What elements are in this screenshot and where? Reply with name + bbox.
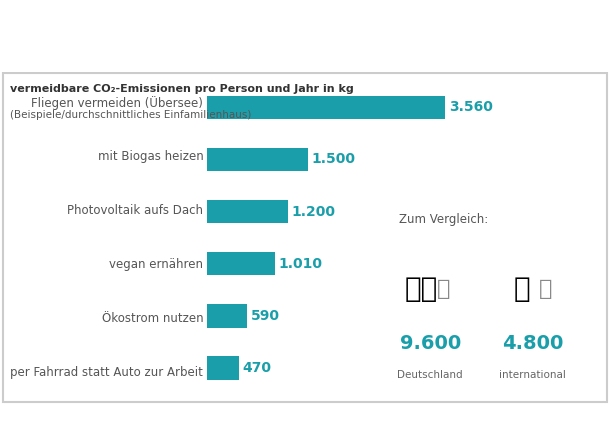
- Text: 470: 470: [243, 361, 272, 375]
- Text: international: international: [499, 370, 566, 380]
- Text: 🇩🇪: 🇩🇪: [404, 275, 438, 303]
- Bar: [207, 304, 247, 328]
- Text: vermeiden können: vermeiden können: [314, 26, 547, 46]
- Text: vermeidbare CO₂-Emissionen pro Person und Jahr in kg: vermeidbare CO₂-Emissionen pro Person un…: [10, 84, 354, 94]
- Text: Deutschland: Deutschland: [398, 370, 463, 380]
- Text: Wie Hauseigentümer am meisten CO: Wie Hauseigentümer am meisten CO: [0, 26, 305, 46]
- Text: 1.500: 1.500: [312, 152, 356, 166]
- Bar: [207, 95, 445, 119]
- Bar: [207, 252, 275, 276]
- Text: (Beispiele/durchschnittliches Einfamilienhaus): (Beispiele/durchschnittliches Einfamilie…: [10, 110, 251, 120]
- Text: 3.560: 3.560: [449, 100, 493, 114]
- Text: per Fahrrad statt Auto zur Arbeit: per Fahrrad statt Auto zur Arbeit: [10, 366, 203, 379]
- Text: vegan ernähren: vegan ernähren: [109, 258, 203, 271]
- Text: Stand 09/2019  |  Daten und Grafik: www.co2online.de: Stand 09/2019 | Daten und Grafik: www.co…: [48, 416, 294, 425]
- Text: 590: 590: [251, 309, 280, 323]
- Text: Zum Vergleich:: Zum Vergleich:: [399, 213, 489, 226]
- Text: 👤: 👤: [437, 279, 450, 299]
- Text: 🌐: 🌐: [513, 275, 530, 303]
- Text: Photovoltaik aufs Dach: Photovoltaik aufs Dach: [67, 204, 203, 217]
- Text: 4.800: 4.800: [502, 334, 564, 353]
- Bar: [207, 356, 239, 380]
- Text: 1.010: 1.010: [279, 256, 323, 271]
- Text: 1.200: 1.200: [292, 204, 336, 219]
- Text: 9.600: 9.600: [400, 334, 461, 353]
- Bar: [207, 148, 307, 171]
- Text: co2online: co2online: [497, 413, 564, 427]
- Text: Ökostrom nutzen: Ökostrom nutzen: [102, 312, 203, 325]
- Text: Fliegen vermeiden (Übersee): Fliegen vermeiden (Übersee): [32, 96, 203, 110]
- Text: 👤: 👤: [539, 279, 553, 299]
- Text: mit Biogas heizen: mit Biogas heizen: [98, 150, 203, 163]
- Text: 2: 2: [305, 27, 314, 40]
- Bar: [207, 200, 287, 223]
